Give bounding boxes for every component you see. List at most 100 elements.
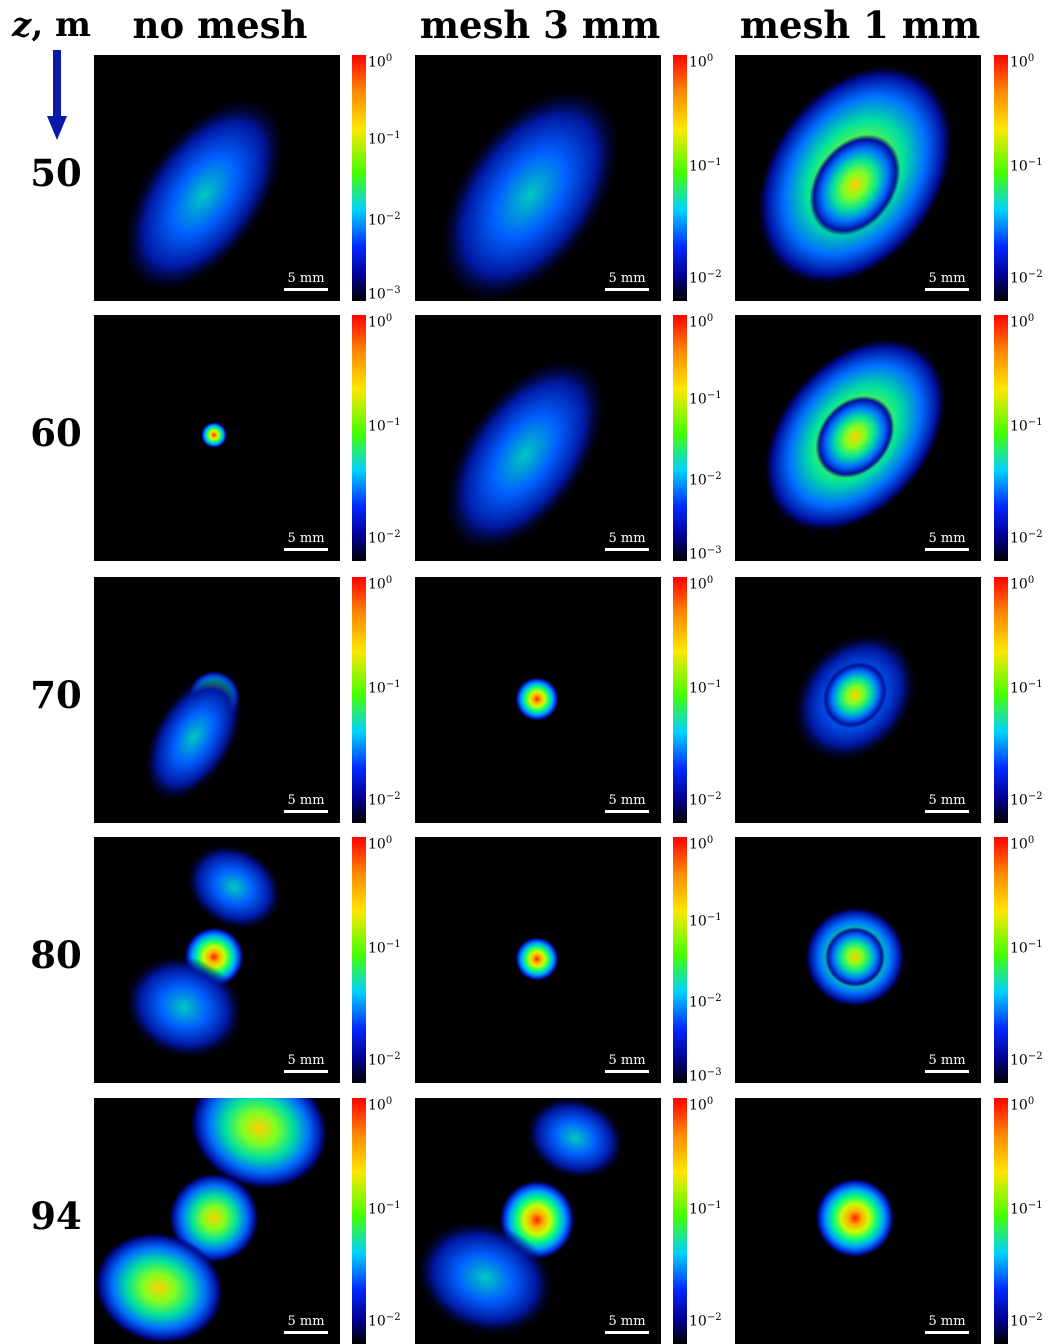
scale-bar-label: 5 mm <box>928 793 966 808</box>
colorbar-tick-1e-2: 10−2 <box>689 267 722 287</box>
beam-spot-1 <box>186 844 282 930</box>
colorbar-z94-col1 <box>352 1098 366 1344</box>
tick-exponent: −2 <box>706 992 722 1004</box>
colorbar-tick-1e0: 100 <box>689 573 713 593</box>
scale-bar-line <box>605 1331 649 1334</box>
colorbar-tick-1e0: 100 <box>1010 311 1034 331</box>
tick-exponent: −1 <box>385 679 401 691</box>
tick-base: 10 <box>368 419 386 436</box>
intensity-map <box>416 1098 624 1335</box>
colorbar-tick-1e0: 100 <box>1010 573 1034 593</box>
scale-bar: 5 mm <box>284 1314 328 1334</box>
tick-base: 10 <box>368 941 386 958</box>
beam-spot-0 <box>515 937 559 981</box>
tick-exponent: −2 <box>385 1311 401 1323</box>
beam-spot-2 <box>94 1232 224 1344</box>
tick-base: 10 <box>368 836 386 853</box>
scale-bar: 5 mm <box>925 1053 969 1073</box>
tick-base: 10 <box>368 286 386 303</box>
colorbar-tick-1e-1: 10−1 <box>689 677 722 697</box>
scale-bar-label: 5 mm <box>928 271 966 286</box>
tick-base: 10 <box>1010 1052 1028 1069</box>
beam-spot-2 <box>416 1221 554 1335</box>
colorbar-tick-1e-1: 10−1 <box>689 388 722 408</box>
intensity-map <box>94 1098 328 1344</box>
tick-base: 10 <box>368 1097 386 1114</box>
colorbar-tick-1e0: 100 <box>368 833 392 853</box>
tick-base: 10 <box>689 1097 707 1114</box>
beam-spot-1 <box>144 673 244 801</box>
tick-base: 10 <box>368 681 386 698</box>
scale-bar-line <box>284 1070 328 1073</box>
colorbar-tick-1e-1: 10−1 <box>689 155 722 175</box>
tick-base: 10 <box>368 792 386 809</box>
tick-base: 10 <box>689 54 707 71</box>
scale-bar-label: 5 mm <box>608 793 646 808</box>
tick-exponent: −1 <box>385 1200 401 1212</box>
column-header-mesh-3mm: mesh 3 mm <box>419 3 661 47</box>
tick-base: 10 <box>1010 941 1028 958</box>
colorbar-tick-1e0: 100 <box>1010 833 1034 853</box>
beam-image-z94-col1: 5 mm <box>94 1098 340 1344</box>
tick-base: 10 <box>689 681 707 698</box>
tick-exponent: −1 <box>385 129 401 141</box>
tick-base: 10 <box>689 836 707 853</box>
colorbar-tick-1e-3: 10−3 <box>689 543 722 563</box>
scale-bar-line <box>605 288 649 291</box>
beam-spot-1 <box>809 134 901 236</box>
colorbar-z94-col2 <box>673 1098 687 1344</box>
tick-exponent: −1 <box>706 679 722 691</box>
beam-image-z94-col3: 5 mm <box>735 1098 981 1344</box>
colorbar-tick-1e0: 100 <box>368 573 392 593</box>
tick-base: 10 <box>689 1068 707 1085</box>
scale-bar-line <box>284 1331 328 1334</box>
tick-exponent: 0 <box>706 575 714 586</box>
tick-base: 10 <box>368 212 386 229</box>
scale-bar-label: 5 mm <box>928 531 966 546</box>
tick-base: 10 <box>1010 159 1028 176</box>
tick-base: 10 <box>689 1313 707 1330</box>
tick-exponent: 0 <box>1027 575 1035 586</box>
colorbar-tick-1e-2: 10−2 <box>1010 789 1043 809</box>
tick-exponent: −2 <box>385 210 401 222</box>
intensity-map <box>515 937 559 981</box>
colorbar-tick-1e-1: 10−1 <box>689 910 722 930</box>
beam-spot-0 <box>190 1098 328 1190</box>
row-label-z-50: 50 <box>30 151 82 195</box>
tick-exponent: −2 <box>1027 1050 1043 1062</box>
tick-base: 10 <box>689 472 707 489</box>
tick-base: 10 <box>368 131 386 148</box>
intensity-map <box>757 65 953 285</box>
tick-base: 10 <box>689 546 707 563</box>
tick-exponent: −2 <box>1027 790 1043 802</box>
beam-image-z80-col2: 5 mm <box>415 837 661 1083</box>
colorbar-tick-1e-1: 10−1 <box>368 937 401 957</box>
tick-base: 10 <box>368 576 386 593</box>
tick-base: 10 <box>689 159 707 176</box>
colorbar-tick-1e-2: 10−2 <box>1010 267 1043 287</box>
beam-spot-1 <box>815 395 895 479</box>
scale-bar: 5 mm <box>284 793 328 813</box>
scale-bar-line <box>605 1070 649 1073</box>
tick-exponent: 0 <box>706 1096 714 1107</box>
tick-exponent: 0 <box>706 313 714 324</box>
tick-base: 10 <box>689 314 707 331</box>
tick-base: 10 <box>368 1202 386 1219</box>
tick-base: 10 <box>689 913 707 930</box>
scale-bar-label: 5 mm <box>287 1314 325 1329</box>
scale-bar-label: 5 mm <box>287 531 325 546</box>
scale-bar-label: 5 mm <box>608 531 646 546</box>
scale-bar: 5 mm <box>605 531 649 551</box>
colorbar-tick-1e0: 100 <box>689 1094 713 1114</box>
colorbar-z80-col2 <box>673 837 687 1083</box>
beam-spot-1 <box>169 1173 259 1263</box>
scale-bar: 5 mm <box>284 271 328 291</box>
tick-exponent: −2 <box>1027 528 1043 540</box>
tick-exponent: 0 <box>385 575 393 586</box>
scale-bar-label: 5 mm <box>287 1053 325 1068</box>
tick-exponent: −1 <box>1027 157 1043 169</box>
beam-image-z50-col2: 5 mm <box>415 55 661 301</box>
row-label-z-94: 94 <box>30 1194 82 1238</box>
beam-spot-1 <box>822 661 888 729</box>
beam-spot-1 <box>124 98 284 292</box>
